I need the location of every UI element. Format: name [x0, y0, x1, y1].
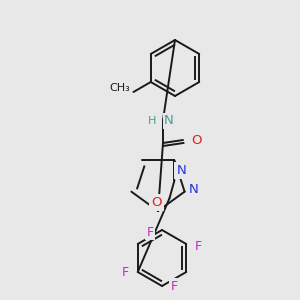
Text: CH₃: CH₃ — [110, 83, 130, 93]
Text: N: N — [189, 183, 198, 196]
Text: N: N — [176, 164, 186, 177]
Text: F: F — [170, 280, 178, 292]
Text: O: O — [191, 134, 202, 148]
Text: F: F — [146, 226, 154, 238]
Text: F: F — [122, 266, 129, 278]
Text: O: O — [151, 196, 161, 209]
Text: N: N — [164, 115, 174, 128]
Text: H: H — [148, 116, 156, 126]
Text: F: F — [195, 239, 202, 253]
